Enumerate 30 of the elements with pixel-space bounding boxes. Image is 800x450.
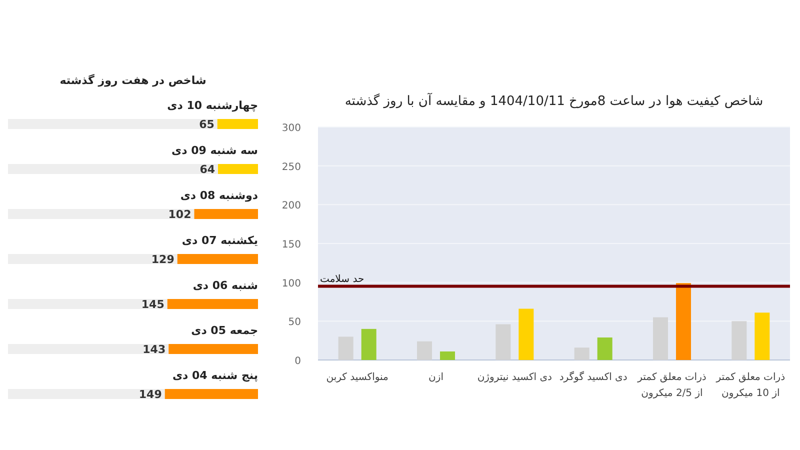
y-tick-label: چهارشنبه 10 دی — [167, 99, 258, 112]
y-tick-label: 150 — [282, 240, 301, 250]
y-tick-label: سه شنبه 09 دی — [172, 144, 258, 157]
y-tick-label: پنج شنبه 04 دی — [172, 369, 258, 382]
data-label: 149 — [138, 388, 162, 401]
chart-title: شاخص کیفیت هوا در ساعت 8مورخ 1404/10/11 و مقایسه آن با روز گذشته — [344, 92, 764, 109]
data-label: 129 — [151, 253, 174, 266]
data-label: 145 — [141, 298, 164, 311]
y-tick-label: 100 — [282, 278, 301, 290]
x-tick-label: ذرات معلق کمتر از 10 میکرون — [715, 372, 786, 399]
x-tick-label: ازن — [428, 372, 444, 383]
x-tick-label: دی اکسید گوگرد — [559, 371, 628, 383]
ref-line-label: حد سلامت — [320, 274, 364, 286]
y-tick-label: 50 — [288, 317, 301, 328]
y-tick-label: جمعه 05 دی — [191, 324, 258, 337]
x-tick-label: منواکسید کربن — [326, 372, 388, 383]
y-tick-label: 300 — [282, 123, 301, 134]
y-tick-label: دوشنبه 08 دی — [180, 189, 258, 202]
y-tick-label: 200 — [282, 200, 301, 212]
y-tick-label: شنبه 06 دی — [192, 279, 258, 292]
data-label: 64 — [200, 163, 216, 176]
data-label: 143 — [142, 343, 166, 356]
data-label: 102 — [168, 208, 192, 221]
y-tick-label: یکشنبه 07 دی — [182, 234, 258, 247]
y-tick-label: 250 — [282, 162, 301, 173]
y-tick-label: 0 — [294, 356, 301, 367]
x-tick-label: دی اکسید نیتروژن — [477, 372, 552, 383]
x-tick-label: ذرات معلق کمتر از 2/5 میکرون — [636, 372, 706, 399]
data-label: 65 — [199, 118, 214, 131]
chart-title: شاخص در هفت روز گذشته — [60, 74, 206, 87]
